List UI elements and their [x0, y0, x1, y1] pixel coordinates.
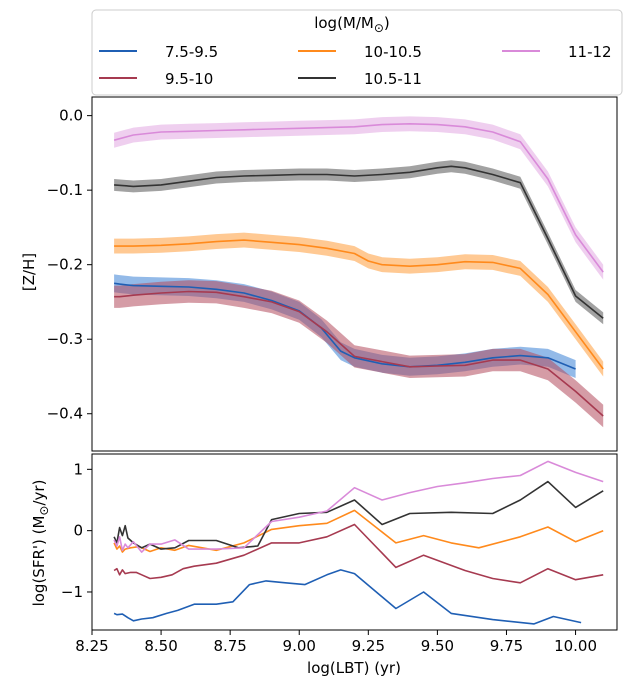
legend-items: 7.5-9.5 9.5-10 10-10.5 10.5-11 11-12: [99, 43, 612, 88]
top-y-ticks: 0.0 −0.1 −0.2 −0.3 −0.4: [47, 107, 92, 423]
top-series-lines: [113, 123, 604, 417]
band-10-10-5: [114, 232, 604, 377]
bottom-x-tick-label: 8.75: [213, 637, 246, 655]
legend-label-11-12: 11-12: [568, 43, 612, 61]
top-y-tick-label: −0.1: [47, 181, 83, 199]
sfr-line-11-12: [113, 460, 604, 553]
bottom-x-tick-label: 9.25: [352, 637, 385, 655]
legend-label-9-5-10: 9.5-10: [165, 70, 213, 88]
top-y-tick-label: −0.2: [47, 256, 83, 274]
bottom-x-axis-label: log(LBT) (yr): [307, 659, 401, 677]
top-y-tick-label: 0.0: [59, 107, 83, 125]
bottom-y-label-subscript: ⊙: [37, 506, 51, 516]
bottom-y-ticks: 1 0 −1: [61, 460, 92, 601]
bottom-panel: 1 0 −1 8.25 8.50 8.75 9.00 9.25 9.50 9.75 10.00 l…: [30, 453, 618, 677]
line-10-10-5: [114, 239, 604, 370]
top-y-axis-label: [Z/H]: [20, 253, 38, 291]
bottom-y-tick-label: 0: [73, 522, 83, 540]
bottom-x-tick-label: 8.25: [75, 637, 108, 655]
bottom-y-tick-label: −1: [61, 583, 83, 601]
line-10-5-11: [114, 165, 604, 319]
legend-frame: [91, 9, 623, 96]
line-9-5-10: [114, 290, 604, 417]
line-11-12: [113, 123, 604, 273]
legend-title: log(M/M⊙): [314, 14, 390, 35]
legend-title-close: ): [384, 14, 390, 32]
band-9-5-10: [114, 280, 604, 428]
top-y-tick-label: −0.3: [47, 330, 83, 348]
top-y-tick-label: −0.4: [47, 405, 83, 423]
top-panel: 0.0 −0.1 −0.2 −0.3 −0.4 [Z/H]: [20, 96, 618, 452]
bottom-y-label-tail: /yr): [30, 480, 48, 506]
line-7-5-9-5: [113, 282, 576, 370]
top-error-bands: [114, 116, 604, 428]
bottom-x-tick-label: 8.50: [144, 637, 177, 655]
sfr-line-10-5-11: [113, 480, 604, 550]
top-axes-frame: [91, 96, 618, 452]
bottom-x-tick-label: 9.00: [283, 637, 316, 655]
bottom-x-tick-label: 9.50: [421, 637, 454, 655]
bottom-y-tick-label: 1: [73, 460, 83, 478]
bottom-axes-frame: [91, 453, 618, 631]
sfr-line-10-10-5: [113, 509, 604, 553]
legend-label-10-10-5: 10-10.5: [364, 43, 422, 61]
legend-label-7-5-9-5: 7.5-9.5: [165, 43, 218, 61]
bottom-x-ticks: 8.25 8.50 8.75 9.00 9.25 9.50 9.75 10.00: [75, 630, 597, 655]
bottom-x-tick-label: 9.75: [490, 637, 523, 655]
legend-label-10-5-11: 10.5-11: [364, 70, 422, 88]
legend-title-subscript: ⊙: [374, 21, 384, 35]
sfr-line-9-5-10: [113, 523, 604, 584]
bottom-x-tick-label: 10.00: [554, 637, 597, 655]
legend: log(M/M⊙) 7.5-9.5 9.5-10 10-10.5 10.5-11 11-…: [91, 9, 623, 96]
sfr-line-7-5-9-5: [113, 569, 582, 625]
bottom-y-axis-label: log(SFR') (M⊙/yr): [30, 480, 51, 607]
bottom-series-lines: [113, 460, 604, 625]
